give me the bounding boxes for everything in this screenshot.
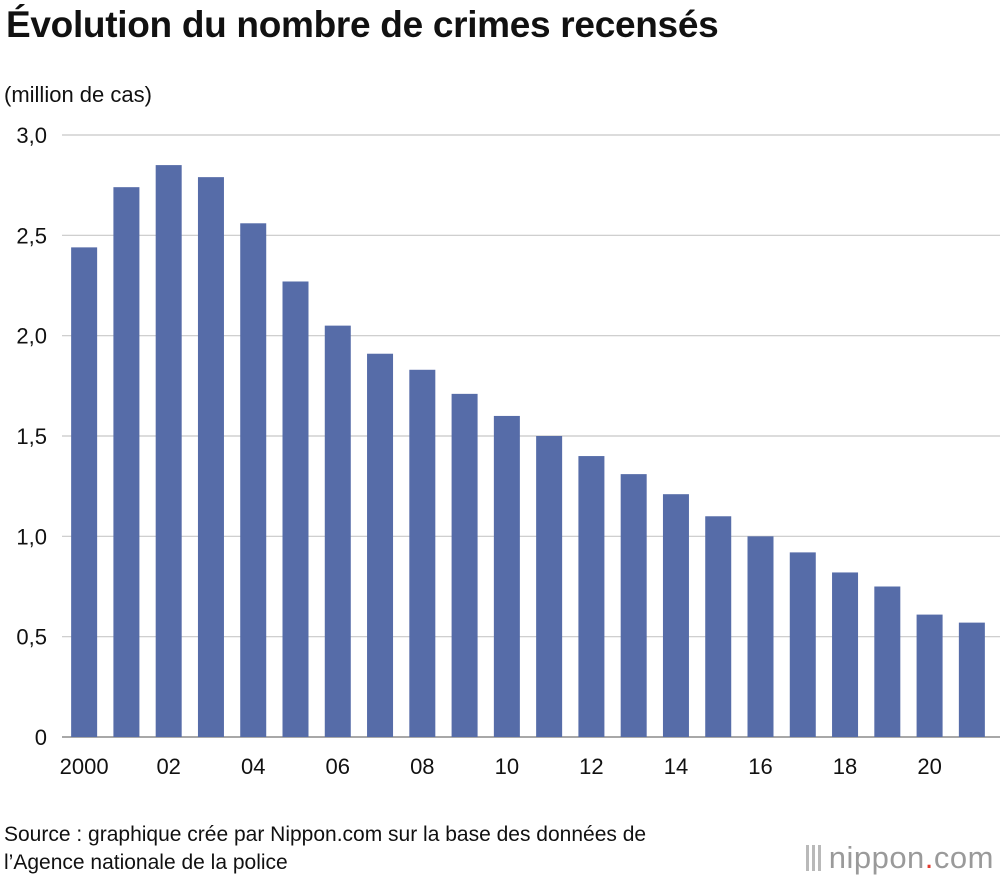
bar-2013 [620, 474, 647, 737]
x-tick-label: 02 [156, 754, 180, 779]
y-axis-unit-label: (million de cas) [4, 82, 152, 107]
y-tick-label: 0 [35, 725, 47, 750]
x-tick-label: 20 [917, 754, 941, 779]
bar-2002 [155, 165, 182, 738]
bar-2021 [958, 622, 985, 737]
bar-2019 [874, 586, 901, 737]
source-line-2: l’Agence nationale de la police [4, 851, 288, 874]
x-tick-label: 06 [326, 754, 350, 779]
y-tick-label: 1,5 [16, 424, 47, 449]
logo-word-suffix: com [933, 840, 994, 875]
bar-2005 [282, 281, 309, 737]
bar-2004 [240, 223, 267, 737]
x-tick-label: 04 [241, 754, 265, 779]
bar-2007 [367, 353, 394, 737]
y-tick-label: 3,0 [16, 123, 47, 148]
y-tick-label: 0,5 [16, 625, 47, 650]
bar-2003 [197, 177, 224, 737]
y-tick-label: 2,5 [16, 223, 47, 248]
bar-2001 [113, 187, 140, 737]
bar-2020 [916, 614, 943, 737]
x-tick-label: 12 [579, 754, 603, 779]
bar-2017 [789, 552, 816, 737]
bar-2018 [832, 572, 859, 737]
x-tick-label: 14 [664, 754, 688, 779]
x-tick-label: 2000 [60, 754, 109, 779]
bar-2011 [536, 436, 563, 737]
bar-2008 [409, 369, 436, 737]
x-tick-label: 18 [833, 754, 857, 779]
x-axis-ticks: 2000 02 04 06 08 10 12 14 16 18 20 [60, 754, 942, 779]
source-line-1: Source : graphique crée par Nippon.com s… [4, 823, 647, 846]
x-tick-label: 08 [410, 754, 434, 779]
nippon-logo: nippon.com [805, 838, 994, 878]
bar-2009 [451, 393, 478, 737]
bar-2000 [71, 247, 98, 737]
logo-dot: . [924, 840, 934, 875]
chart-title: Évolution du nombre de crimes recensés [6, 4, 719, 45]
y-axis-ticks: 0 0,5 1,0 1,5 2,0 2,5 3,0 [16, 123, 47, 750]
x-tick-label: 10 [495, 754, 519, 779]
y-tick-label: 1,0 [16, 524, 47, 549]
logo-bars-icon [805, 845, 821, 871]
y-tick-label: 2,0 [16, 324, 47, 349]
logo-word-main: nippon [828, 840, 925, 875]
bar-chart: 0 0,5 1,0 1,5 2,0 2,5 3,0 2000 02 04 06 08 10 12 14 16… [16, 123, 1000, 779]
bar-2014 [662, 494, 689, 737]
bar-series [71, 165, 985, 738]
bar-2006 [324, 325, 351, 737]
logo-wordmark: nippon.com [829, 840, 994, 876]
source-note: Source : graphique crée par Nippon.com s… [4, 821, 646, 877]
bar-2015 [705, 516, 732, 737]
bar-2010 [493, 415, 520, 737]
bar-2012 [578, 456, 605, 737]
bar-2016 [747, 536, 774, 737]
x-tick-label: 16 [748, 754, 772, 779]
